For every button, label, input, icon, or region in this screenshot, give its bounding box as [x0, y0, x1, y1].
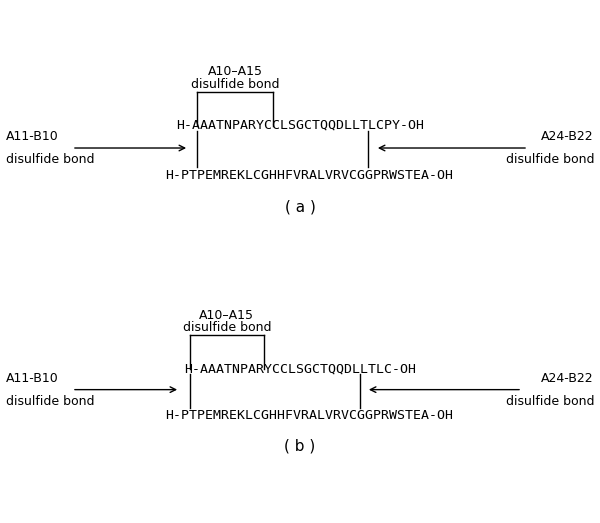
Text: disulfide bond: disulfide bond: [191, 78, 280, 91]
Text: disulfide bond: disulfide bond: [505, 153, 594, 166]
Text: disulfide bond: disulfide bond: [505, 395, 594, 407]
Text: H-PTPEMREKLCGHHFVRALVRVCGGPRWSTEA-OH: H-PTPEMREKLCGHHFVRALVRVCGGPRWSTEA-OH: [165, 410, 453, 422]
Text: H-AAATNPARYCCLSGCTQQDLLTLC-OH: H-AAATNPARYCCLSGCTQQDLLTLC-OH: [184, 362, 416, 375]
Text: A10–A15: A10–A15: [199, 309, 254, 322]
Text: A11-B10: A11-B10: [6, 130, 59, 143]
Text: H-PTPEMREKLCGHHFVRALVRVCGGPRWSTEA-OH: H-PTPEMREKLCGHHFVRALVRVCGGPRWSTEA-OH: [165, 169, 453, 181]
Text: disulfide bond: disulfide bond: [6, 153, 95, 166]
Text: A24-B22: A24-B22: [541, 130, 594, 143]
Text: A10–A15: A10–A15: [208, 65, 263, 78]
Text: A24-B22: A24-B22: [541, 372, 594, 384]
Text: ( a ): ( a ): [284, 199, 316, 214]
Text: disulfide bond: disulfide bond: [6, 395, 95, 407]
Text: disulfide bond: disulfide bond: [182, 321, 271, 334]
Text: ( b ): ( b ): [284, 439, 316, 453]
Text: A11-B10: A11-B10: [6, 372, 59, 384]
Text: H-AAATNPARYCCLSGCTQQDLLTLCPY-OH: H-AAATNPARYCCLSGCTQQDLLTLCPY-OH: [176, 119, 424, 132]
